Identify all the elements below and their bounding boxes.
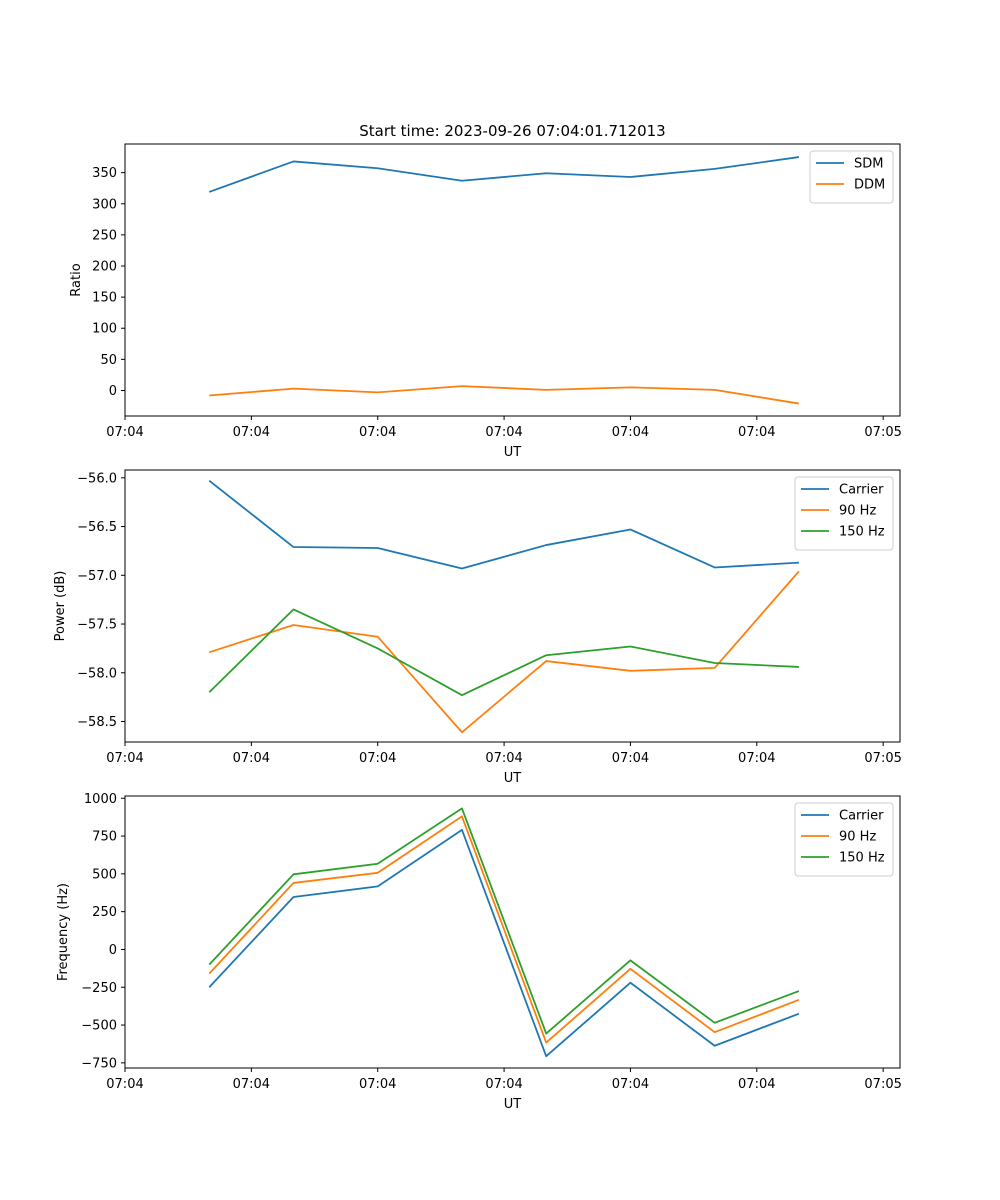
y-tick-label: −750 (81, 1056, 117, 1071)
y-axis-label: Power (dB) (53, 571, 68, 642)
x-tick-label: 07:04 (485, 751, 522, 766)
y-tick-label: −58.5 (77, 715, 117, 730)
y-axis-label: Frequency (Hz) (56, 883, 71, 981)
y-tick-label: −57.5 (77, 618, 117, 633)
y-tick-label: 250 (92, 228, 117, 243)
legend-entry: 150 Hz (839, 851, 885, 866)
x-tick-label: 07:04 (233, 425, 270, 440)
x-tick-label: 07:04 (738, 1077, 775, 1092)
y-tick-label: 300 (92, 197, 117, 212)
x-axis-label: UT (504, 445, 522, 460)
x-tick-label: 07:04 (359, 425, 396, 440)
y-tick-label: −58.0 (77, 666, 117, 681)
x-tick-label: 07:04 (738, 425, 775, 440)
legend-entry: 90 Hz (839, 504, 876, 519)
legend-entry: Carrier (839, 483, 884, 498)
x-tick-label: 07:05 (864, 1077, 901, 1092)
series-line-sdm (208, 156, 800, 193)
x-tick-label: 07:05 (864, 425, 901, 440)
legend-entry: DDM (854, 178, 885, 193)
series-line-90-hz (208, 815, 800, 1044)
y-tick-label: 500 (92, 867, 117, 882)
y-tick-label: 200 (92, 259, 117, 274)
y-tick-label: −250 (81, 981, 117, 996)
y-tick-label: 50 (100, 353, 117, 368)
y-tick-label: 0 (109, 384, 117, 399)
subplot-2: 07:04 07:04 07:04 07:04 07:04 07:04 07:05 −58.5… (53, 469, 902, 786)
y-tick-label: −56.5 (77, 520, 117, 535)
legend-entry: SDM (854, 157, 883, 172)
x-tick-label: 07:04 (106, 751, 143, 766)
subplot-1: 07:04 07:04 07:04 07:04 07:04 07:04 07:05 0 50 10… (69, 122, 902, 460)
x-axis-label: UT (504, 771, 522, 786)
legend-entry: 90 Hz (839, 830, 876, 845)
y-tick-label: 150 (92, 291, 117, 306)
x-tick-label: 07:04 (233, 751, 270, 766)
legend-box (809, 150, 894, 204)
x-tick-label: 07:04 (612, 751, 649, 766)
series-line-150-hz (208, 807, 800, 1035)
x-tick-label: 07:04 (106, 425, 143, 440)
series-line-carrier (208, 480, 799, 570)
series-group (208, 480, 800, 734)
axes-frame (124, 469, 901, 743)
legend-entry: 150 Hz (839, 525, 885, 540)
series-group (208, 807, 800, 1058)
legend-entry: Carrier (839, 809, 884, 824)
y-tick-label: 1000 (84, 792, 117, 807)
axes-frame (124, 795, 901, 1069)
y-tick-label: 350 (92, 166, 117, 181)
y-tick-label: −56.0 (77, 471, 117, 486)
y-tick-label: 0 (109, 943, 117, 958)
x-tick-label: 07:04 (233, 1077, 270, 1092)
y-tick-label: 100 (92, 322, 117, 337)
series-line-carrier (208, 828, 800, 1058)
y-axis-label: Ratio (69, 263, 84, 296)
x-tick-label: 07:04 (359, 751, 396, 766)
x-axis-label: UT (504, 1097, 522, 1112)
x-tick-label: 07:04 (106, 1077, 143, 1092)
y-tick-label: −57.0 (77, 569, 117, 584)
series-line-ddm (209, 385, 800, 405)
y-tick-label: 250 (92, 905, 117, 920)
x-tick-label: 07:04 (738, 751, 775, 766)
x-tick-label: 07:05 (864, 751, 901, 766)
legend: Carrier 90 Hz 150 Hz (794, 476, 894, 551)
x-tick-label: 07:04 (612, 425, 649, 440)
x-tick-label: 07:04 (612, 1077, 649, 1092)
series-line-90-hz (208, 570, 800, 734)
series-line-150-hz (208, 608, 799, 697)
legend: SDM DDM (809, 150, 894, 204)
subplots: 07:04 07:04 07:04 07:04 07:04 07:04 07:05 0 50 10… (53, 122, 902, 1112)
series-group (208, 156, 800, 405)
x-tick-label: 07:04 (485, 1077, 522, 1092)
subplot-3: 07:04 07:04 07:04 07:04 07:04 07:04 07:05 −750 −… (56, 792, 902, 1112)
y-tick-label: −500 (81, 1019, 117, 1034)
x-tick-label: 07:04 (359, 1077, 396, 1092)
legend: Carrier 90 Hz 150 Hz (794, 802, 894, 877)
x-tick-label: 07:04 (485, 425, 522, 440)
y-tick-label: 750 (92, 830, 117, 845)
chart-title: Start time: 2023-09-26 07:04:01.712013 (359, 122, 665, 140)
axes-frame (124, 143, 901, 417)
